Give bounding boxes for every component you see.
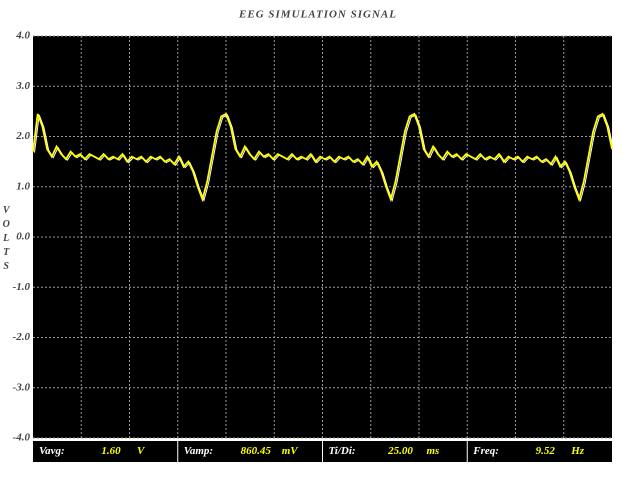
y-tick-label: 3.0 (15, 80, 30, 92)
readout-label: Ti/Di: (329, 445, 356, 457)
readout-unit: V (137, 445, 146, 457)
readout-label: Vamp: (184, 445, 213, 457)
trace (32, 112, 613, 203)
readout-label: Freq: (472, 445, 499, 457)
y-axis-label: VOLTS (1, 205, 12, 275)
readout-unit: Hz (570, 445, 585, 457)
readout-value: 25.00 (387, 445, 413, 457)
readout-unit: ms (427, 445, 440, 457)
y-tick-label: 1.0 (16, 180, 30, 192)
chart-title: EEG SIMULATION SIGNAL (238, 9, 397, 21)
y-tick-label: -1.0 (13, 281, 31, 293)
readout-value: 860.45 (241, 445, 272, 457)
readout-value: 1.60 (101, 445, 121, 457)
readout-unit: mV (282, 445, 300, 457)
y-tick-label: -3.0 (13, 381, 31, 393)
y-tick-label: 2.0 (15, 130, 30, 142)
y-tick-label: 0.0 (16, 231, 30, 243)
readout-value: 9.52 (536, 445, 556, 457)
y-tick-label: 4.0 (15, 30, 30, 42)
y-tick-label: -2.0 (13, 331, 31, 343)
readout-label: Vavg: (39, 445, 65, 457)
y-tick-label: -4.0 (13, 432, 31, 444)
